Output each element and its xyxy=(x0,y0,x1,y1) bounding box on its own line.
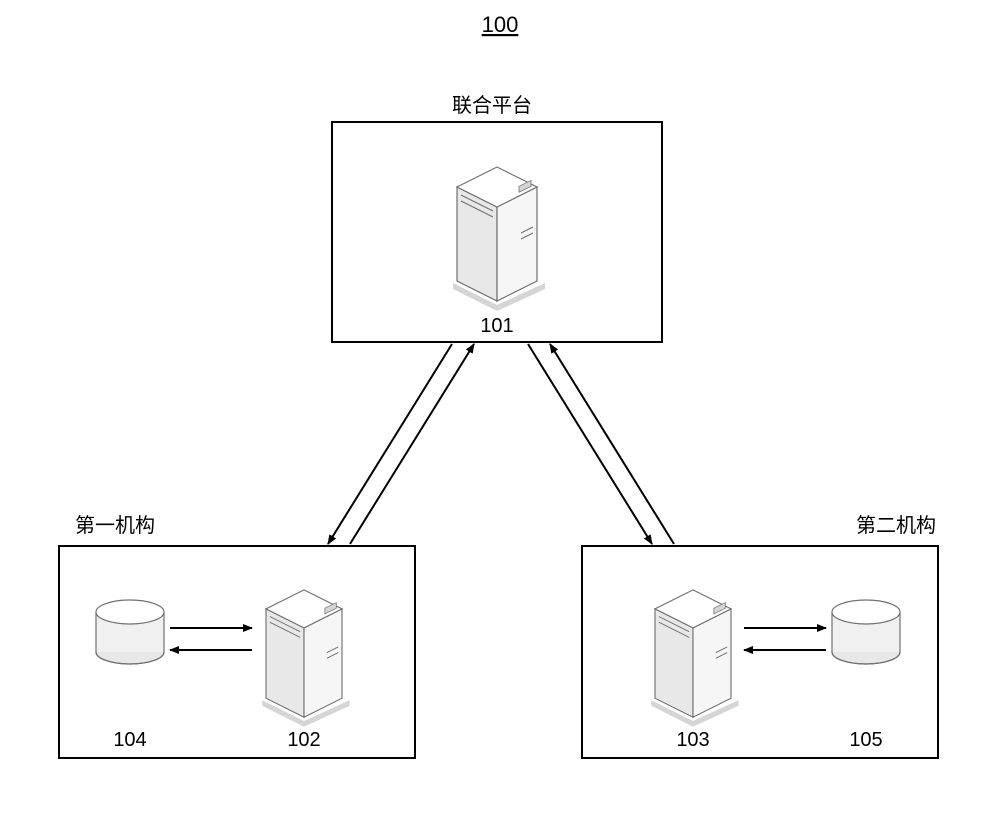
org2-db-num: 105 xyxy=(849,729,882,751)
platform-title: 联合平台 xyxy=(452,94,532,117)
arrows-platform-org2 xyxy=(528,344,674,544)
platform-server-num: 101 xyxy=(480,315,513,337)
node-org2: 第二机构 103 105 xyxy=(582,514,938,758)
org1-title: 第一机构 xyxy=(75,514,155,537)
node-platform: 联合平台 101 xyxy=(332,94,662,342)
figure-number: 100 xyxy=(482,12,519,37)
org1-server-num: 102 xyxy=(287,729,320,751)
diagram-canvas: 100 联合平台 101 第一机构 104 102 第二机构 103 105 xyxy=(0,0,1000,831)
org2-title: 第二机构 xyxy=(856,514,936,537)
org1-db-icon xyxy=(96,600,164,664)
node-org1: 第一机构 104 102 xyxy=(59,514,415,758)
org2-server-num: 103 xyxy=(676,729,709,751)
org1-db-num: 104 xyxy=(113,729,146,751)
org2-db-icon xyxy=(832,600,900,664)
arrows-platform-org1 xyxy=(328,344,474,544)
